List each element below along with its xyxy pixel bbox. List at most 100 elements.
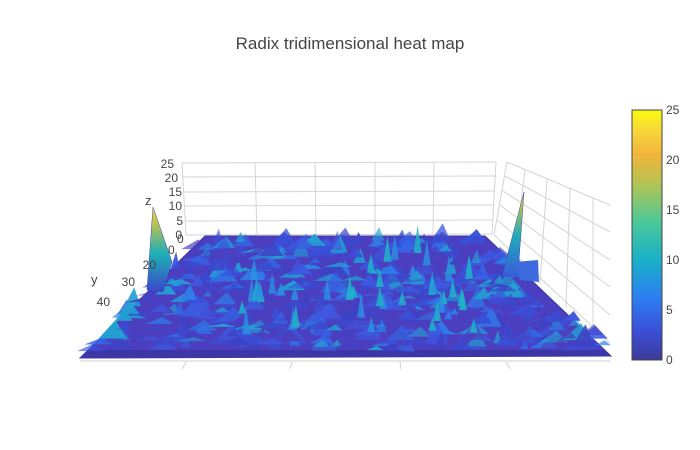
surface-peak — [340, 329, 353, 338]
z-tick-label: 25 — [161, 157, 175, 171]
surface-peak — [465, 253, 474, 280]
surface-peak — [291, 310, 320, 315]
surface-peak — [403, 302, 420, 307]
surface-peak — [186, 319, 217, 331]
surface-peak — [467, 242, 488, 257]
surface-peak — [271, 310, 289, 324]
surface-peak — [359, 273, 378, 286]
surface-peak — [201, 248, 211, 259]
surface-peak — [413, 225, 422, 253]
surface-peak — [270, 306, 280, 318]
surface-peak — [206, 316, 231, 324]
surface-peak — [217, 307, 246, 321]
surface-peak — [469, 318, 478, 333]
surface-peak — [517, 289, 537, 303]
surface-peak — [206, 253, 224, 271]
surface-peak — [206, 336, 234, 344]
surface-peak — [169, 293, 192, 303]
surface-peak — [545, 309, 565, 323]
surface-peak — [311, 340, 330, 347]
surface-peak — [481, 258, 501, 267]
surface-peak — [357, 292, 366, 318]
surface-peak — [295, 276, 305, 281]
surface-peak — [145, 317, 174, 324]
surface-peak — [338, 252, 349, 258]
surface-peak — [478, 306, 494, 313]
surface-peak — [297, 316, 327, 323]
surface-peak — [282, 300, 306, 309]
surface-peak — [367, 236, 386, 247]
y-tick-label: 40 — [97, 295, 111, 309]
surface-peak — [473, 286, 492, 300]
surface-peak — [190, 273, 204, 287]
surface-peak — [450, 258, 462, 265]
x-tick-label: 0 — [168, 243, 175, 257]
surface-peak — [441, 240, 460, 255]
surface-peak — [472, 235, 481, 241]
surface-peak — [377, 343, 402, 351]
surface-peak — [242, 306, 251, 335]
surface-front-band — [80, 350, 611, 358]
surface-peak — [433, 300, 442, 321]
surface-peak — [361, 311, 382, 315]
surface-peak — [309, 257, 321, 263]
surface-peak — [84, 337, 114, 345]
surface-peak — [493, 275, 504, 283]
y-axis-ticks: 20 30 40 — [97, 258, 157, 309]
surface-peak — [393, 285, 422, 293]
surface-peak — [234, 243, 248, 257]
surface-peak — [114, 309, 133, 321]
surface-peak — [568, 317, 581, 326]
surface-peak — [135, 291, 163, 296]
surface-peak — [253, 322, 285, 328]
surface-peak — [393, 243, 413, 253]
surface-peak — [147, 342, 178, 350]
surface-peak — [149, 310, 159, 321]
surface-peak — [216, 235, 231, 249]
surface-peak — [444, 255, 453, 282]
surface-peak — [502, 326, 511, 335]
surface-peak — [196, 242, 216, 250]
surface-peak — [179, 256, 210, 261]
surface-peak — [341, 275, 367, 281]
surface-peak — [116, 301, 140, 314]
surface-peak — [287, 264, 313, 275]
surface-peak — [250, 263, 259, 280]
surface-peak — [284, 237, 316, 249]
surface-peak — [428, 317, 437, 331]
surface-peak — [448, 337, 474, 350]
surface-peak — [252, 258, 276, 270]
surface-peak — [352, 231, 363, 243]
surface-peak — [455, 306, 479, 321]
colorbar-tick-label: 10 — [666, 253, 680, 267]
surface-peak — [450, 273, 472, 282]
surface-peak — [234, 231, 245, 242]
surface-peak — [77, 343, 105, 352]
surface-peak — [353, 288, 369, 293]
surface-peak — [264, 330, 281, 338]
colorbar-tick-label: 0 — [666, 353, 673, 367]
surface-peak — [310, 304, 342, 319]
surface-peak — [558, 343, 590, 351]
surface-peak — [488, 285, 518, 292]
surface-peak — [213, 291, 237, 305]
colorbar-tick-label: 15 — [666, 203, 680, 217]
surface-peak — [317, 303, 340, 310]
surface-peak — [379, 289, 395, 295]
surface-peak — [218, 286, 235, 291]
surface-peak — [564, 332, 577, 339]
surface-peak — [443, 310, 452, 320]
surface-peak — [124, 287, 141, 307]
surface-peak — [359, 297, 378, 301]
surface-peak — [175, 337, 207, 342]
surface-peak — [250, 245, 266, 253]
surface-peak — [184, 302, 212, 311]
surface-peak — [175, 327, 189, 333]
surface-peak — [330, 230, 343, 250]
surface-peak — [325, 324, 343, 331]
surface-peak — [371, 227, 385, 241]
surface-peak — [595, 340, 611, 346]
z-tick-label: 20 — [165, 171, 179, 185]
